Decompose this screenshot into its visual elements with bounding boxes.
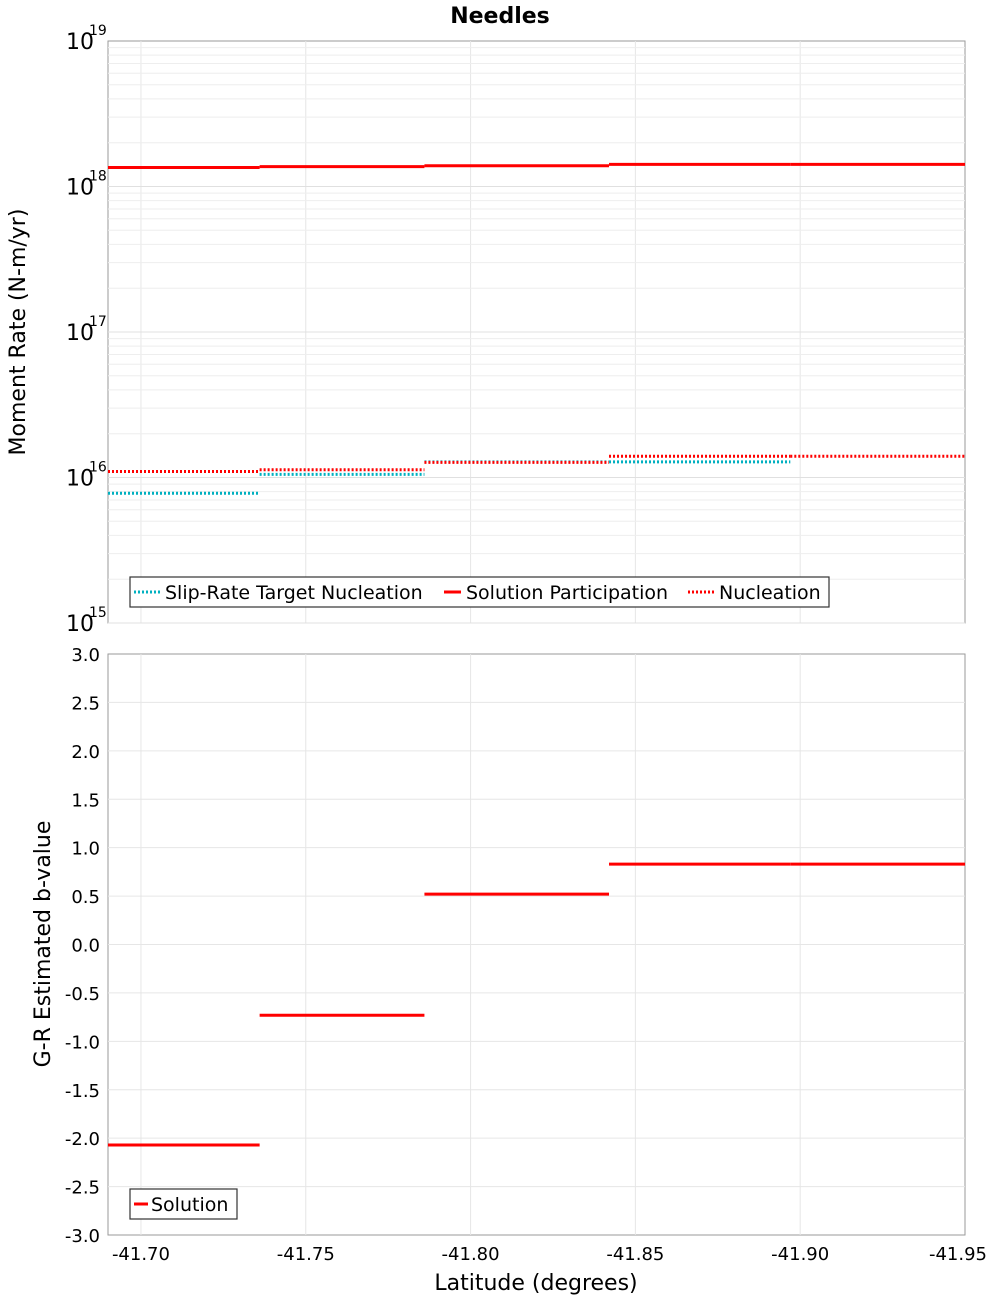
bottom-y-ticks: 3.0 2.5 2.0 1.5 1.0 0.5 0.0 -0.5 -1.0 -1.5 -2.0 -2.… bbox=[65, 645, 100, 1247]
x-tick-label: -41.70 bbox=[112, 1244, 170, 1265]
legend-label-slip-rate-target: Slip-Rate Target Nucleation bbox=[165, 582, 423, 604]
x-tick-label: -41.80 bbox=[442, 1244, 500, 1265]
bottom-y-tick-label: -1.5 bbox=[65, 1081, 100, 1102]
bottom-series bbox=[108, 862, 965, 1147]
bottom-y-tick-label: -2.5 bbox=[65, 1178, 100, 1199]
bottom-series-0 bbox=[108, 862, 965, 1147]
legend-label-nucleation: Nucleation bbox=[719, 582, 821, 604]
bottom-y-tick-label: -3.0 bbox=[65, 1226, 100, 1247]
top-y-tick-base: 10 bbox=[66, 30, 94, 55]
bottom-y-tick-label: 1.0 bbox=[71, 839, 100, 860]
bottom-legend-box bbox=[129, 1188, 238, 1220]
top-series-2 bbox=[108, 454, 965, 473]
top-y-tick-base: 10 bbox=[66, 176, 94, 201]
top-y-tick-exponent: 17 bbox=[89, 314, 107, 330]
top-y-tick-base: 10 bbox=[66, 467, 94, 492]
bottom-y-axis-label: G-R Estimated b-value bbox=[31, 821, 56, 1068]
top-series bbox=[108, 162, 965, 495]
bottom-y-tick-label: 2.5 bbox=[71, 693, 100, 714]
x-tick-label: -41.75 bbox=[277, 1244, 335, 1265]
top-y-tick-base: 10 bbox=[66, 321, 94, 346]
chart-title: Needles bbox=[450, 4, 550, 29]
bottom-y-tick-label: -1.0 bbox=[65, 1032, 100, 1053]
x-tick-label: -41.85 bbox=[606, 1244, 664, 1265]
bottom-grid bbox=[108, 654, 965, 1235]
bottom-y-tick-label: 0.5 bbox=[71, 887, 100, 908]
bottom-y-tick-label: 2.0 bbox=[71, 742, 100, 763]
bottom-legend: Solution bbox=[129, 1188, 238, 1220]
bottom-panel: 3.0 2.5 2.0 1.5 1.0 0.5 0.0 -0.5 -1.0 -1.5 -2.0 -2.… bbox=[31, 645, 987, 1296]
top-y-tick-exponent: 15 bbox=[89, 605, 107, 621]
top-y-tick-exponent: 18 bbox=[89, 169, 107, 185]
bottom-y-tick-label: -0.5 bbox=[65, 984, 100, 1005]
top-y-tick-exponent: 16 bbox=[89, 460, 107, 476]
legend-label-solution-participation: Solution Participation bbox=[466, 582, 668, 604]
x-tick-label: -41.95 bbox=[929, 1244, 987, 1265]
top-series-1 bbox=[108, 162, 965, 170]
top-y-tick-base: 10 bbox=[66, 612, 94, 637]
top-y-axis-label: Moment Rate (N-m/yr) bbox=[6, 209, 31, 456]
bottom-x-ticks: -41.70 -41.75 -41.80 -41.85 -41.90 -41.95 bbox=[112, 1244, 987, 1265]
top-y-tick-exponent: 19 bbox=[89, 23, 107, 39]
bottom-y-tick-label: 1.5 bbox=[71, 790, 100, 811]
bottom-y-tick-label: 0.0 bbox=[71, 936, 100, 957]
x-tick-label: -41.90 bbox=[771, 1244, 829, 1265]
bottom-y-tick-label: 3.0 bbox=[71, 645, 100, 666]
legend-label-solution: Solution bbox=[151, 1194, 228, 1216]
x-axis-label: Latitude (degrees) bbox=[434, 1271, 637, 1296]
top-legend: Slip-Rate Target Nucleation Solution Par… bbox=[129, 576, 830, 608]
bottom-y-tick-label: -2.0 bbox=[65, 1129, 100, 1150]
